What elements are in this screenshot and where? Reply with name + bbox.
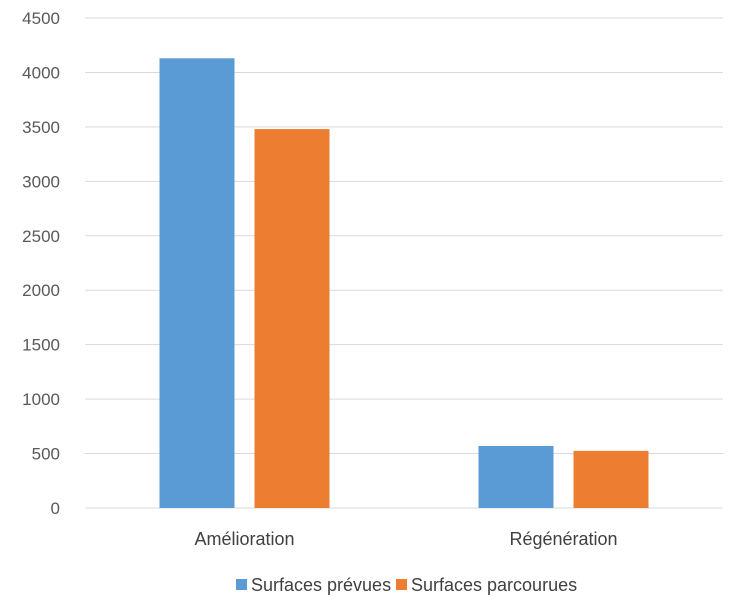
- y-tick-label: 4000: [22, 63, 60, 82]
- bars: [159, 58, 649, 509]
- y-axis-tick-labels: 0 500 1000 1500 2000 2500 3000 3500 4000 4500: [22, 9, 60, 518]
- y-tick-label: 4500: [22, 9, 60, 28]
- y-tick-label: 3000: [22, 172, 60, 191]
- y-tick-label: 2000: [22, 281, 60, 300]
- legend-swatch-surfaces-parcourues: [396, 579, 407, 590]
- y-tick-label: 500: [32, 445, 60, 464]
- y-tick-label: 0: [51, 499, 60, 518]
- legend-label-surfaces-prevues: Surfaces prévues: [251, 575, 391, 595]
- y-tick-label: 1000: [22, 390, 60, 409]
- x-category-label: Amélioration: [194, 529, 294, 549]
- x-axis-category-labels: Amélioration Régénération: [194, 529, 617, 549]
- y-tick-label: 2500: [22, 227, 60, 246]
- x-category-label: Régénération: [509, 529, 617, 549]
- legend-swatch-surfaces-prevues: [236, 579, 247, 590]
- bar-surfaces-parcourues-0: [254, 129, 330, 509]
- bar-surfaces-prevues-1: [478, 445, 554, 508]
- bar-surfaces-prevues-0: [159, 58, 235, 509]
- bar-surfaces-parcourues-1: [573, 450, 649, 508]
- legend-label-surfaces-parcourues: Surfaces parcourues: [411, 575, 577, 595]
- legend: Surfaces prévues Surfaces parcourues: [236, 575, 577, 595]
- y-tick-label: 1500: [22, 336, 60, 355]
- y-tick-label: 3500: [22, 118, 60, 137]
